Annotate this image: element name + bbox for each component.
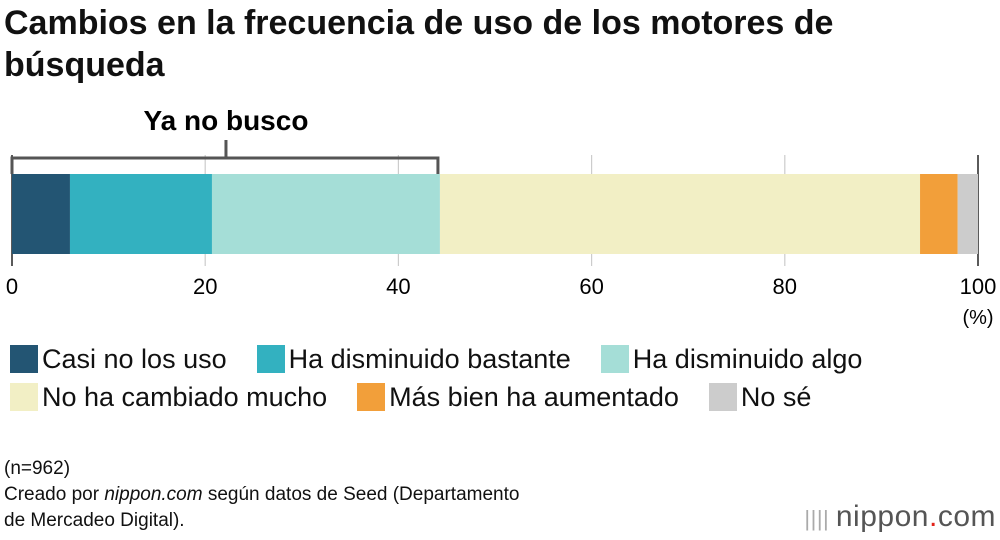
annotation-label: Ya no busco — [144, 105, 309, 136]
source-line: Creado por nippon.com según datos de See… — [4, 484, 520, 505]
legend-item: Casi no los uso — [10, 344, 227, 375]
bar-segment — [920, 174, 958, 254]
legend-label: No ha cambiado mucho — [42, 381, 328, 412]
legend-item: Ha disminuido algo — [600, 343, 863, 375]
bar-segment — [439, 174, 921, 254]
legend-swatch — [256, 345, 285, 373]
legend-swatch — [708, 383, 737, 411]
legend-swatch — [10, 383, 38, 411]
x-tick-label: 80 — [773, 274, 797, 299]
x-tick-label: 100 — [960, 274, 997, 299]
legend-label: Más bien ha aumentado — [389, 381, 679, 412]
notes: (n=962) Creado por nippon.com según dato… — [4, 456, 519, 534]
x-axis-unit: (%) — [962, 307, 993, 329]
x-tick-label: 60 — [579, 274, 603, 299]
annotation-bracket — [10, 156, 440, 174]
legend-label: No sé — [740, 381, 812, 412]
stacked-bar-chart: 0 20 40 60 80 100 (%) Ya no busco — [6, 105, 997, 329]
legend-label: Ha disminuido algo — [632, 343, 863, 374]
x-tick-label: 40 — [386, 274, 410, 299]
legend-item: No ha cambiado mucho — [10, 382, 327, 413]
bar-segment — [12, 174, 70, 254]
legend: Casi no los uso Ha disminuido bastante Ha … — [10, 340, 1000, 416]
nippon-logo: |||| nippon.com — [804, 500, 996, 533]
legend-swatch — [357, 383, 386, 411]
legend-swatch — [10, 345, 38, 373]
source-line-2: de Mercadeo Digital). — [4, 510, 185, 531]
legend-item: No sé — [708, 381, 812, 413]
legend-item: Ha disminuido bastante — [256, 343, 571, 375]
legend-swatch — [600, 345, 629, 373]
legend-item: Más bien ha aumentado — [357, 382, 679, 413]
bar-segment — [211, 174, 440, 254]
x-tick-label: 20 — [193, 274, 217, 299]
chart-title: Cambios en la frecuencia de uso de los m… — [4, 4, 834, 84]
legend-label: Ha disminuido bastante — [288, 343, 571, 374]
bar-segment — [957, 174, 978, 254]
legend-label: Casi no los uso — [42, 343, 227, 374]
bar-segment — [69, 174, 212, 254]
sample-size: (n=962) — [4, 458, 71, 479]
x-tick-label: 0 — [6, 274, 18, 299]
